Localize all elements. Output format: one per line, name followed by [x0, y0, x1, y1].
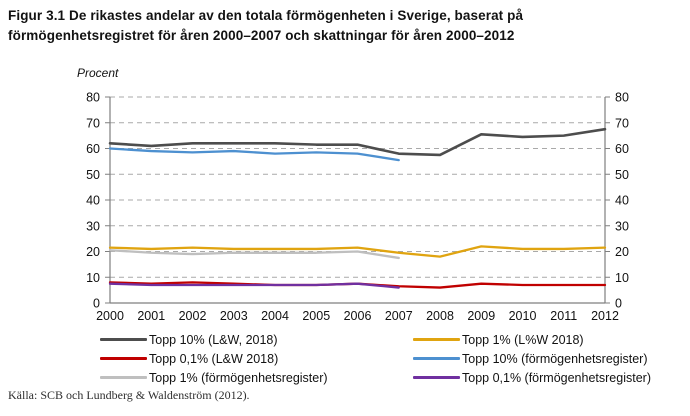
chart-legend-column-right: Topp 1% (L%W 2018) Topp 10% (förmögenhets… [413, 330, 651, 387]
series-line [108, 282, 400, 289]
x-axis-label: 2010 [509, 309, 537, 323]
y-axis-label-right: 70 [615, 116, 629, 130]
y-axis-unit-label: Procent [77, 66, 119, 80]
series-line [108, 249, 400, 260]
y-axis-label-right: 40 [615, 194, 629, 208]
y-axis-label-left: 40 [86, 194, 100, 208]
x-axis-label: 2006 [344, 309, 372, 323]
source-note: Källa: SCB och Lundberg & Waldenström (2… [8, 388, 250, 402]
legend-line-swatch [100, 357, 147, 360]
legend-label: Topp 1% (L%W 2018) [462, 332, 584, 347]
x-axis-label: 2012 [591, 309, 619, 323]
series-line [108, 245, 607, 258]
x-axis-label: 2002 [179, 309, 207, 323]
series-line [108, 147, 400, 162]
x-axis-label: 2009 [467, 309, 495, 323]
x-axis-label: 2011 [550, 309, 577, 323]
legend-item: Topp 0,1% (förmögenhetsregister) [413, 368, 651, 387]
legend-line-swatch [413, 376, 460, 379]
y-axis-label-right: 10 [615, 271, 629, 285]
legend-line-swatch [413, 357, 460, 360]
legend-label: Topp 10% (L&W, 2018) [149, 332, 278, 347]
y-axis-label-right: 20 [615, 245, 629, 259]
legend-line-swatch [100, 338, 147, 341]
y-axis-label-right: 80 [615, 91, 629, 105]
legend-label: Topp 0,1% (L&W 2018) [149, 351, 279, 366]
y-axis-label-left: 80 [86, 91, 100, 105]
x-axis-label: 2008 [426, 309, 454, 323]
legend-line-swatch [100, 376, 147, 379]
legend-line-swatch [413, 338, 460, 341]
figure-title: Figur 3.1 De rikastes andelar av den tot… [8, 8, 524, 44]
y-axis-label-left: 0 [93, 297, 100, 311]
x-axis-label: 2000 [96, 309, 124, 323]
line-chart-canvas: 0 0 10 10 20 20 30 30 40 40 50 50 60 60 70 70 80 80 2000 20… [86, 91, 629, 324]
legend-item: Topp 10% (L&W, 2018) [100, 330, 328, 349]
y-axis-label-left: 10 [86, 271, 100, 285]
legend-label: Topp 0,1% (förmögenhetsregister) [462, 370, 651, 385]
series-line [108, 127, 607, 157]
legend-label: Topp 10% (förmögenhetsregister) [462, 351, 648, 366]
legend-item: Topp 1% (L%W 2018) [413, 330, 651, 349]
x-axis-label: 2005 [302, 309, 330, 323]
x-axis-label: 2001 [137, 309, 165, 323]
legend-label: Topp 1% (förmögenhetsregister) [149, 370, 328, 385]
legend-item: Topp 10% (förmögenhetsregister) [413, 349, 651, 368]
x-axis-label: 2004 [261, 309, 289, 323]
y-axis-label-left: 50 [86, 168, 100, 182]
y-axis-label-right: 60 [615, 142, 629, 156]
y-axis-label-right: 50 [615, 168, 629, 182]
y-axis-label-left: 60 [86, 142, 100, 156]
y-axis-label-right: 30 [615, 219, 629, 233]
y-axis-label-left: 70 [86, 116, 100, 130]
chart-legend-column-left: Topp 10% (L&W, 2018) Topp 0,1% (L&W 2018)… [100, 330, 328, 387]
y-axis-label-left: 30 [86, 219, 100, 233]
legend-item: Topp 0,1% (L&W 2018) [100, 349, 328, 368]
x-axis-label: 2003 [220, 309, 248, 323]
legend-item: Topp 1% (förmögenhetsregister) [100, 368, 328, 387]
y-axis-label-left: 20 [86, 245, 100, 259]
x-axis-label: 2007 [385, 309, 413, 323]
y-axis-label-right: 0 [615, 297, 622, 311]
